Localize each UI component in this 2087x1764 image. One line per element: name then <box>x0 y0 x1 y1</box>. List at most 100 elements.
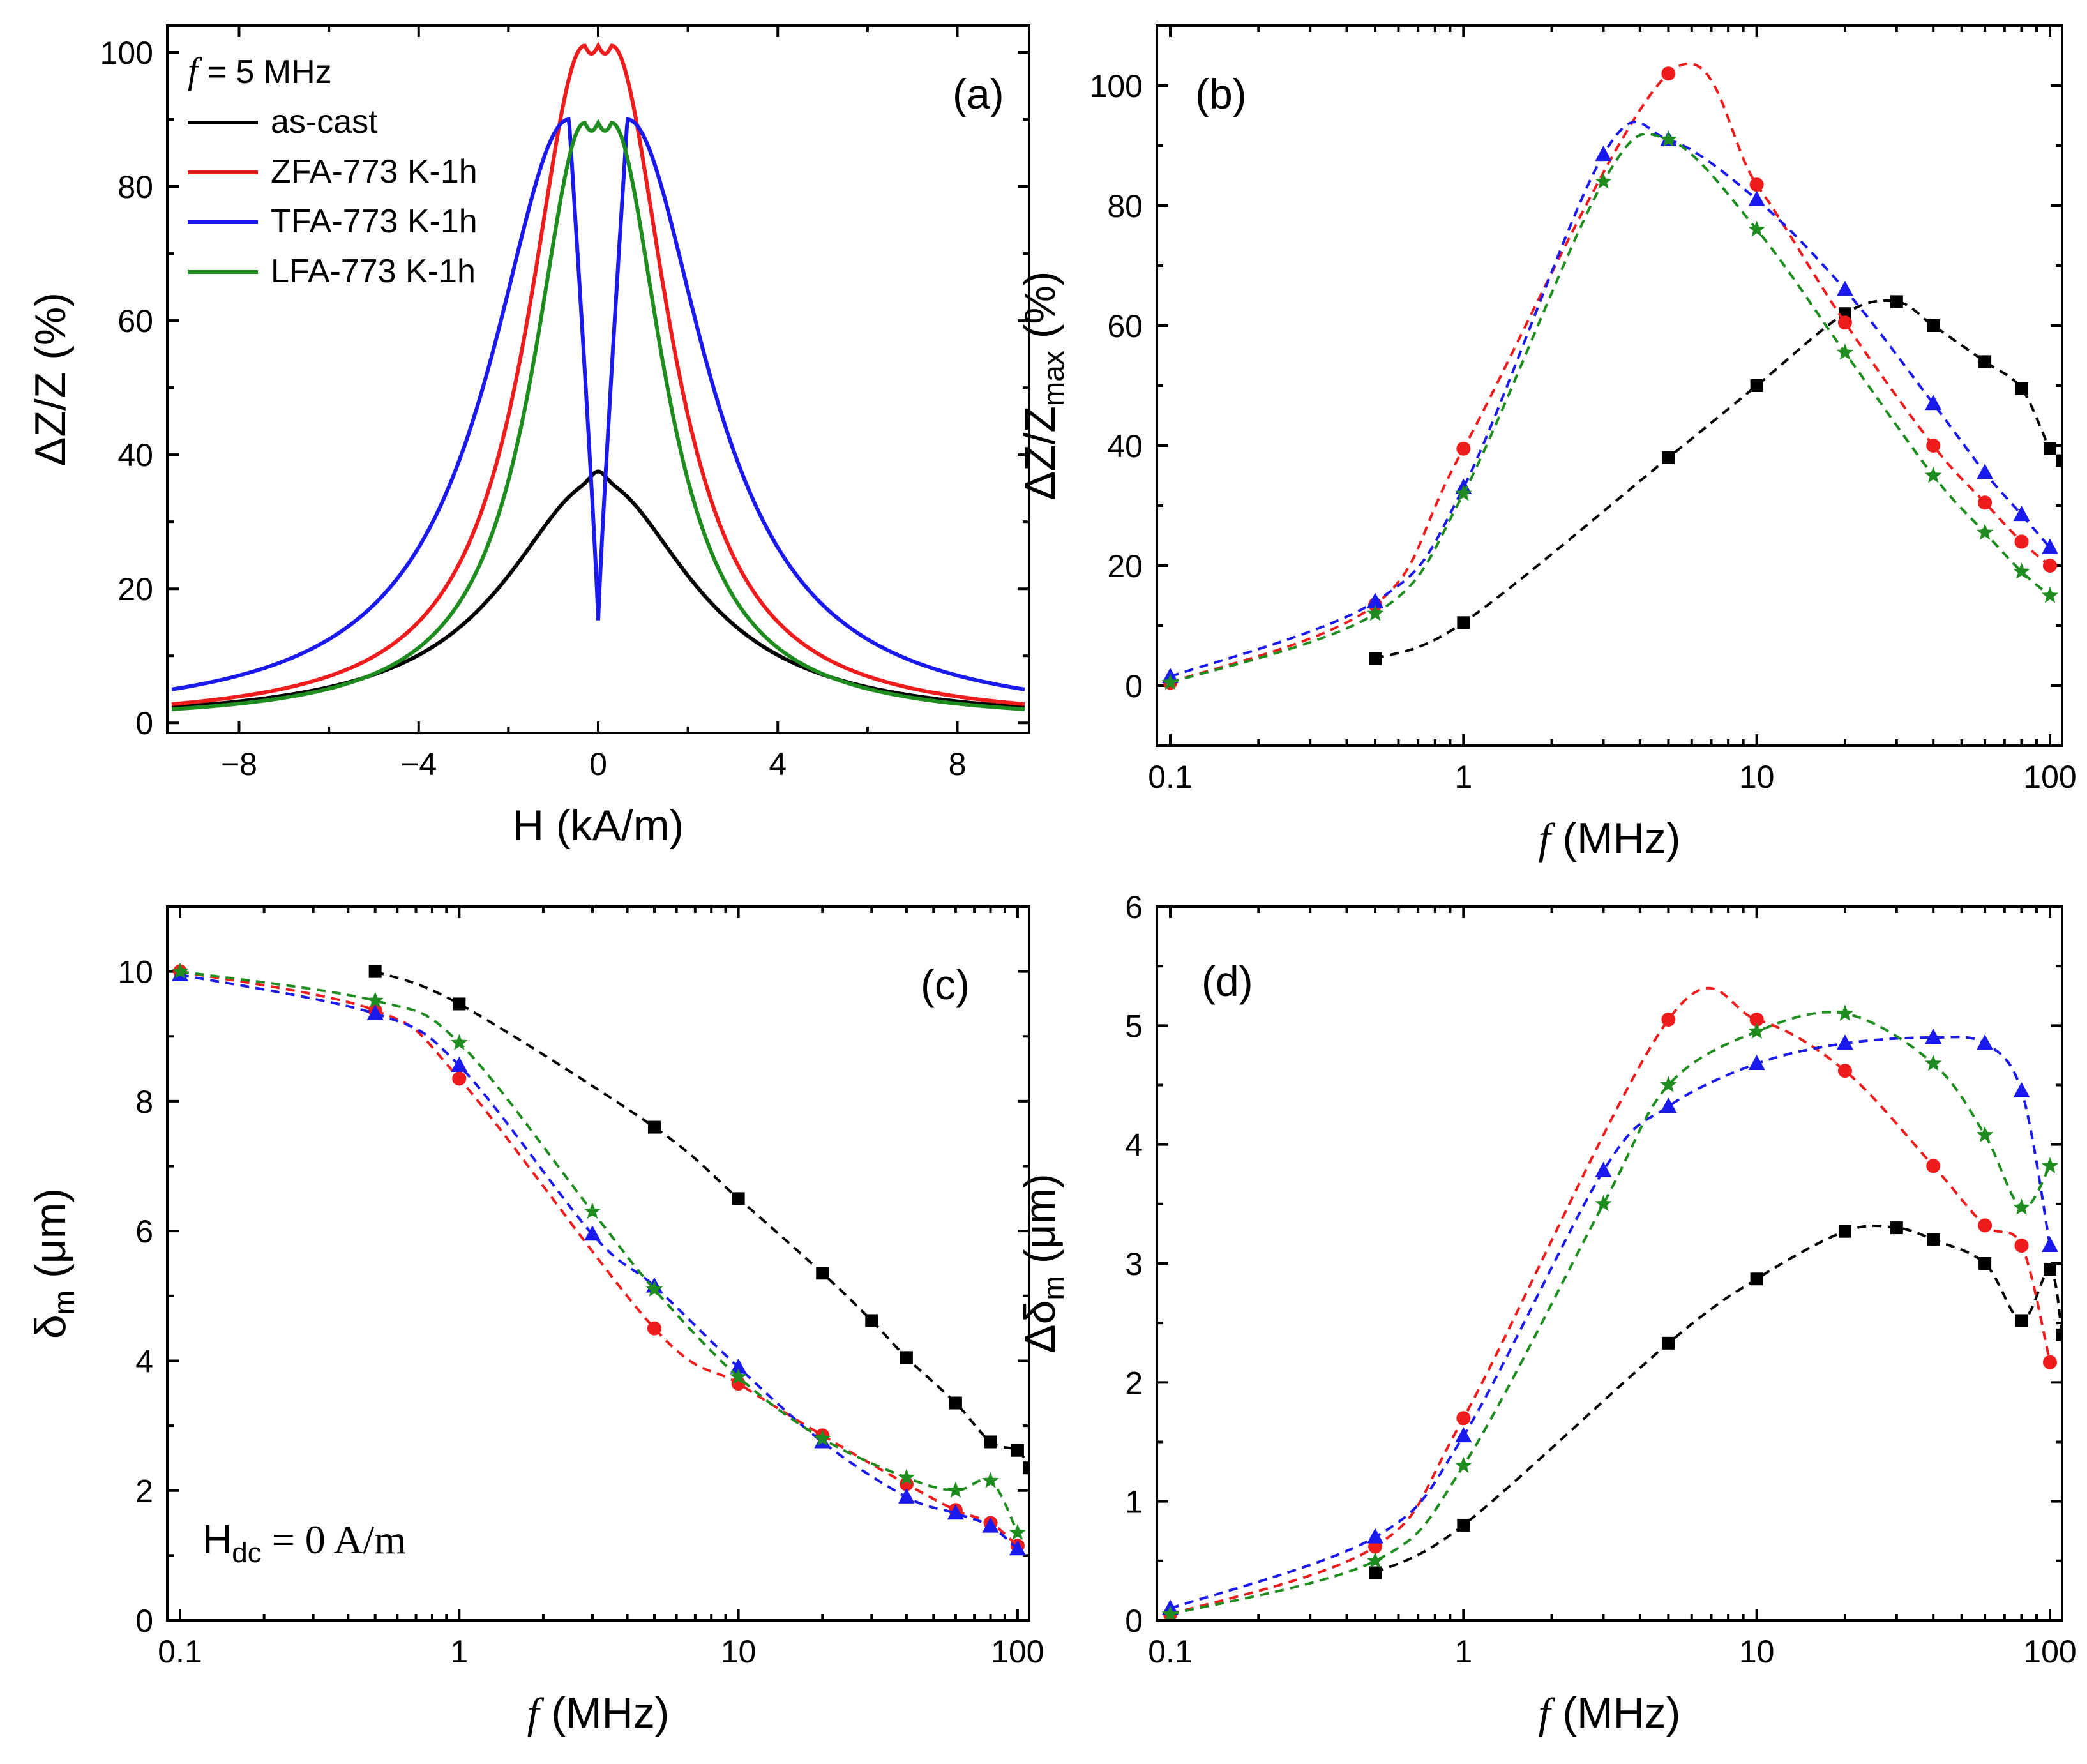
marker-as_cast <box>1750 1272 1763 1286</box>
series-line-zfa <box>1170 986 2051 1616</box>
marker-tfa <box>982 1517 999 1533</box>
marker-lfa <box>645 1280 663 1297</box>
marker-as_cast <box>1978 355 1992 368</box>
series-line-lfa <box>171 118 1025 711</box>
marker-lfa <box>1366 1551 1384 1569</box>
marker-lfa <box>366 991 384 1008</box>
marker-tfa <box>1595 146 1612 162</box>
y-tick-label: 0 <box>135 1603 153 1639</box>
marker-tfa <box>1925 1028 1942 1044</box>
marker-as_cast <box>1927 1233 1940 1246</box>
series-line-zfa <box>1170 62 2051 684</box>
marker-as_cast <box>1662 451 1675 464</box>
series-line-tfa <box>179 973 1019 1550</box>
series-line-lfa <box>1170 132 2051 684</box>
x-tick-label: 1 <box>450 1634 468 1670</box>
x-tick-label: 100 <box>991 1634 1044 1670</box>
x-tick-label: 0 <box>589 746 607 782</box>
marker-tfa <box>1009 1540 1026 1556</box>
plot-area <box>1161 986 2061 1619</box>
series-line-as_cast <box>1375 299 2061 660</box>
panel-b: 0.1 1 10 100 0 20 40 60 80 100 f (MHz) ΔZ/Zmax (%) (… <box>1016 24 2077 863</box>
y-tick-label: 6 <box>1125 889 1143 925</box>
panel-d: 0.1 1 10 100 0 1 2 3 4 5 6 f (MHz) Δδm (μm) (d) <box>1016 889 2077 1737</box>
marker-as_cast <box>1890 295 1903 308</box>
y-tick-label: 6 <box>135 1214 153 1249</box>
marker-zfa <box>1749 177 1764 192</box>
series-line-tfa <box>1170 121 2051 678</box>
marker-as_cast <box>368 965 382 978</box>
y-tick-label: 80 <box>117 169 153 205</box>
panel-c: 0.1 1 10 100 0 2 4 6 8 10 f (MHz) δm (μm) (c) Hdc = 0… <box>26 905 1044 1737</box>
marker-lfa <box>1009 1523 1027 1541</box>
marker-lfa <box>171 962 189 979</box>
marker-as_cast <box>900 1351 913 1364</box>
y-tick-label: 2 <box>1125 1365 1143 1401</box>
y-tick-label: 5 <box>1125 1008 1143 1044</box>
marker-zfa <box>1926 439 1941 453</box>
marker-lfa <box>1455 485 1472 501</box>
marker-tfa <box>451 1057 468 1073</box>
y-tick-label: 60 <box>117 303 153 339</box>
panel-label: (b) <box>1195 70 1247 117</box>
marker-zfa <box>1749 1013 1764 1027</box>
y-tick-label: 4 <box>1125 1127 1143 1163</box>
marker-lfa <box>584 1202 601 1219</box>
marker-tfa <box>1748 190 1765 206</box>
x-tick-label: 0.1 <box>158 1634 202 1670</box>
x-tick-label: 10 <box>721 1634 757 1670</box>
marker-zfa <box>1837 1064 1852 1078</box>
y-tick-label: 4 <box>135 1343 153 1379</box>
marker-as_cast <box>1890 1221 1903 1235</box>
legend-title: f = 5 MHz <box>188 50 332 91</box>
marker-lfa <box>1595 1195 1612 1212</box>
marker-as_cast <box>647 1120 661 1134</box>
marker-as_cast <box>949 1396 962 1410</box>
annotation-hdc: Hdc = 0 A/m <box>202 1516 406 1569</box>
marker-tfa <box>1367 1528 1384 1544</box>
marker-as_cast <box>2043 442 2056 455</box>
marker-tfa <box>730 1358 747 1374</box>
marker-zfa <box>1661 1013 1676 1027</box>
marker-as_cast <box>1978 1257 1992 1270</box>
y-axis-label: ΔZ/Zmax (%) <box>1016 271 1070 501</box>
panel-label: (a) <box>953 70 1004 117</box>
marker-zfa <box>1978 495 1993 510</box>
marker-zfa <box>1456 441 1471 456</box>
marker-tfa <box>1836 280 1853 296</box>
x-tick-label: 0.1 <box>1148 1634 1193 1670</box>
marker-tfa <box>947 1504 964 1520</box>
marker-zfa <box>2042 559 2057 573</box>
y-axis-label: Δδm (μm) <box>1016 1173 1070 1353</box>
marker-zfa <box>452 1071 467 1086</box>
plot-area <box>171 41 1025 711</box>
marker-lfa <box>451 1034 468 1050</box>
series-line-as_cast <box>1375 1225 2061 1574</box>
marker-as_cast <box>2015 1314 2028 1327</box>
marker-lfa <box>1161 674 1179 690</box>
marker-zfa <box>647 1321 661 1336</box>
marker-tfa <box>1660 1097 1677 1113</box>
marker-tfa <box>1977 1034 1994 1050</box>
legend-label-zfa: ZFA-773 K-1h <box>271 153 478 190</box>
marker-tfa <box>2013 1082 2030 1097</box>
marker-lfa <box>1976 1126 1994 1143</box>
y-tick-label: 20 <box>117 571 153 607</box>
y-tick-label: 20 <box>1107 548 1143 584</box>
marker-as_cast <box>1927 319 1940 332</box>
y-tick-label: 40 <box>117 437 153 473</box>
y-tick-label: 80 <box>1107 188 1143 224</box>
marker-as_cast <box>984 1435 997 1449</box>
marker-tfa <box>366 1004 384 1020</box>
y-tick-label: 100 <box>100 35 153 71</box>
y-tick-label: 60 <box>1107 308 1143 344</box>
marker-as_cast <box>1838 1225 1851 1238</box>
marker-as_cast <box>1011 1444 1024 1457</box>
x-axis-label: H (kA/m) <box>513 801 684 850</box>
axes-frame <box>1156 905 2063 1622</box>
x-tick-label: −8 <box>221 746 257 782</box>
x-tick-label: −4 <box>400 746 437 782</box>
marker-lfa <box>898 1468 915 1485</box>
x-tick-label: 100 <box>2023 759 2076 795</box>
